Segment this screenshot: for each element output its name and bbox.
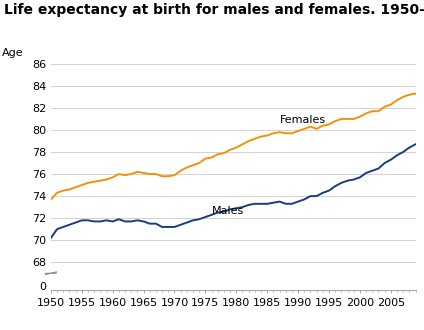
Text: Females: Females — [279, 115, 326, 125]
Text: Males: Males — [212, 206, 244, 216]
Text: Age: Age — [2, 48, 24, 58]
Text: Life expectancy at birth for males and females. 1950-2009: Life expectancy at birth for males and f… — [4, 3, 424, 17]
